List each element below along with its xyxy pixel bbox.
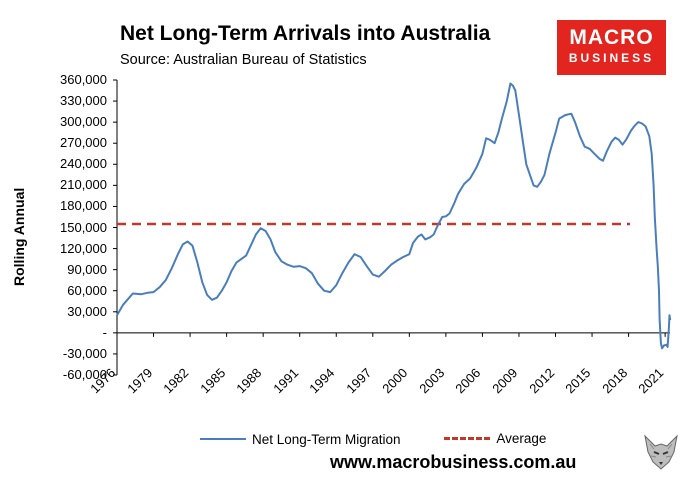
y-tick-label: 180,000 [60, 198, 107, 214]
y-tick-label: 360,000 [60, 72, 107, 87]
y-tick-label: 330,000 [60, 93, 107, 109]
y-tick-label: -30,000 [62, 345, 107, 361]
y-tick-label: 90,000 [67, 261, 107, 277]
legend-label-average: Average [496, 431, 547, 446]
y-tick-label: 300,000 [60, 114, 107, 130]
chart-subtitle: Source: Australian Bureau of Statistics [120, 52, 367, 68]
logo-line-2: BUSINESS [568, 51, 655, 65]
legend-item-average: Average [444, 431, 546, 446]
legend: Net Long-Term Migration Average [200, 428, 586, 447]
y-tick-label: -60,000 [62, 367, 107, 382]
y-tick-label: 210,000 [60, 177, 107, 193]
legend-label-migration: Net Long-Term Migration [252, 431, 401, 447]
logo-line-1: MACRO [569, 26, 654, 49]
legend-swatch-migration [200, 438, 246, 440]
y-tick-label: 270,000 [60, 135, 107, 151]
website-url: www.macrobusiness.com.au [330, 452, 577, 472]
legend-swatch-average [444, 437, 491, 440]
y-tick-label: 150,000 [60, 219, 107, 235]
macrobusiness-logo: MACRO BUSINESS [557, 20, 666, 75]
y-tick-label: - [102, 324, 107, 340]
chart-title: Net Long-Term Arrivals into Australia [120, 22, 491, 45]
y-tick-label: 240,000 [60, 156, 107, 172]
legend-item-migration: Net Long-Term Migration [200, 432, 401, 447]
migration-series-line [116, 82, 672, 350]
fox-logo-icon [641, 432, 681, 472]
y-tick-label: 120,000 [60, 240, 107, 256]
y-tick-label: 30,000 [67, 303, 107, 319]
y-tick-label: 60,000 [67, 282, 107, 298]
